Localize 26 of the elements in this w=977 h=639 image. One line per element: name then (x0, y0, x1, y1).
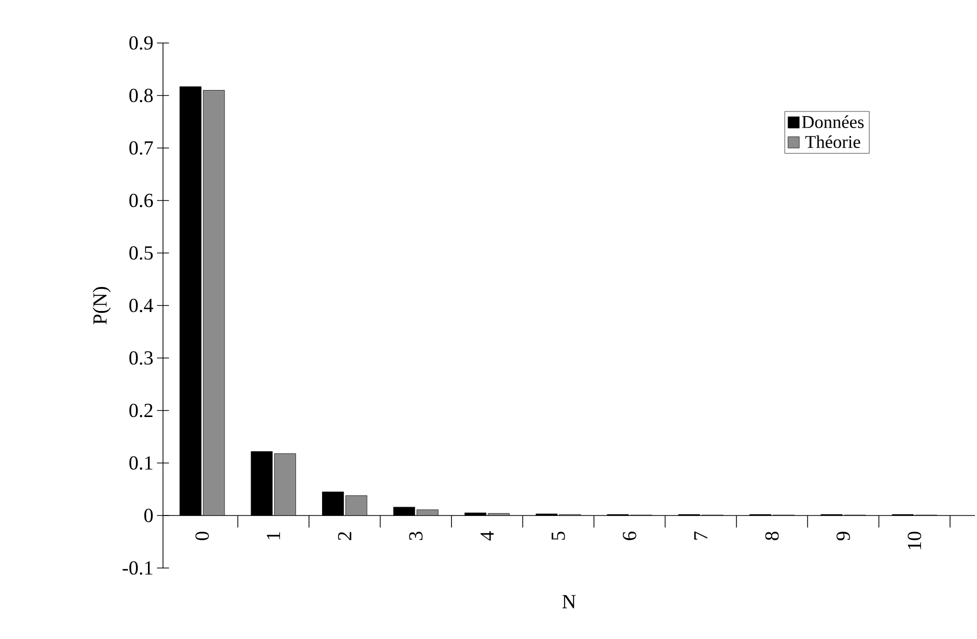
x-tick-label: 0 (195, 532, 209, 540)
x-tick-label: 9 (836, 532, 850, 540)
x-tick-label: 8 (765, 532, 779, 540)
legend-label: Données (802, 115, 864, 128)
y-axis-title: P(N) (92, 287, 111, 324)
y-tick-label: 0.7 (129, 141, 153, 155)
x-tick-label: 4 (480, 531, 494, 541)
y-tick-label: 0.2 (129, 404, 152, 418)
y-tick-label: 0.4 (129, 298, 154, 312)
y-tick-label: 0.9 (129, 36, 153, 50)
x-tick-label: 3 (409, 532, 423, 540)
x-tick-label: 5 (552, 532, 565, 540)
y-tick-label: 0.5 (129, 246, 153, 260)
y-tick-label: 0.1 (129, 456, 152, 470)
y-tick-label: 0 (144, 508, 153, 522)
x-tick-label: 6 (622, 532, 636, 540)
x-tick-label: 2 (338, 532, 352, 540)
x-tick-label: 1 (266, 532, 280, 540)
y-tick-label: 0.8 (129, 88, 153, 102)
y-tick-label: 0.6 (129, 194, 153, 208)
y-tick-label: 0.3 (129, 351, 153, 365)
legend-label: Théorie (805, 135, 860, 148)
x-axis-title: N (562, 595, 576, 608)
x-tick-label: 7 (694, 532, 708, 540)
x-tick-label: 10 (908, 532, 922, 550)
y-tick-label: -0.1 (122, 561, 152, 575)
